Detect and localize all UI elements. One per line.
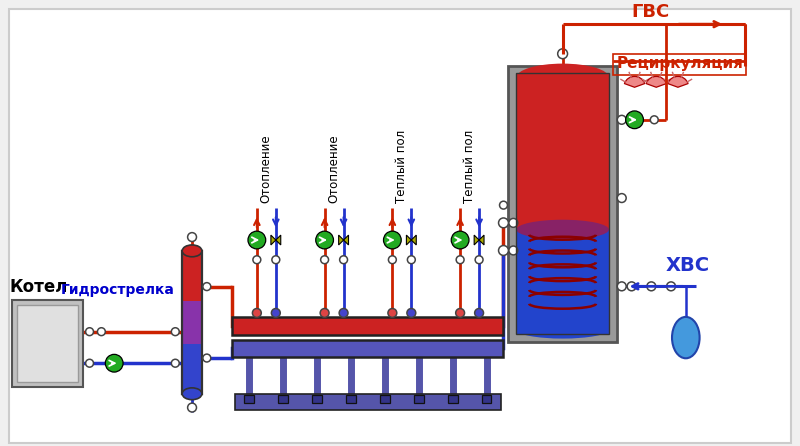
Ellipse shape bbox=[516, 321, 609, 339]
Circle shape bbox=[203, 283, 210, 290]
Text: ХВС: ХВС bbox=[666, 256, 710, 275]
Circle shape bbox=[666, 282, 675, 291]
Polygon shape bbox=[338, 235, 343, 245]
Bar bbox=[414, 395, 424, 403]
Bar bbox=[516, 230, 609, 334]
Polygon shape bbox=[411, 235, 416, 245]
Circle shape bbox=[389, 256, 396, 264]
Polygon shape bbox=[271, 235, 276, 245]
Wedge shape bbox=[646, 76, 666, 87]
Circle shape bbox=[316, 231, 334, 249]
Wedge shape bbox=[624, 76, 645, 87]
Text: Рециркуляция: Рециркуляция bbox=[617, 56, 744, 71]
Circle shape bbox=[475, 256, 483, 264]
Bar bbox=[380, 395, 390, 403]
Circle shape bbox=[188, 403, 197, 412]
Circle shape bbox=[106, 354, 123, 372]
Circle shape bbox=[340, 256, 347, 264]
Circle shape bbox=[272, 256, 280, 264]
Text: Отопление: Отопление bbox=[260, 134, 273, 202]
Bar bbox=[516, 74, 609, 334]
Circle shape bbox=[618, 194, 626, 202]
Bar bbox=[235, 394, 501, 409]
Circle shape bbox=[320, 309, 329, 318]
Text: Теплый пол: Теплый пол bbox=[395, 129, 408, 202]
Circle shape bbox=[171, 359, 179, 367]
Bar bbox=[182, 251, 202, 394]
Bar bbox=[182, 251, 202, 301]
Polygon shape bbox=[406, 235, 411, 245]
Circle shape bbox=[253, 309, 262, 318]
Bar bbox=[346, 395, 356, 403]
Circle shape bbox=[253, 256, 261, 264]
Circle shape bbox=[86, 359, 94, 367]
Circle shape bbox=[383, 231, 402, 249]
Circle shape bbox=[626, 111, 643, 128]
Bar bbox=[509, 66, 617, 342]
Bar bbox=[233, 339, 503, 357]
Circle shape bbox=[647, 282, 656, 291]
Circle shape bbox=[271, 309, 280, 318]
Circle shape bbox=[618, 282, 626, 291]
Circle shape bbox=[388, 309, 397, 318]
Bar bbox=[516, 74, 609, 230]
Circle shape bbox=[98, 328, 106, 336]
Bar bbox=[245, 395, 254, 403]
Bar bbox=[312, 395, 322, 403]
Polygon shape bbox=[479, 235, 484, 245]
Text: Котел: Котел bbox=[10, 278, 68, 296]
Circle shape bbox=[171, 328, 179, 336]
Bar bbox=[482, 395, 491, 403]
Circle shape bbox=[509, 219, 518, 227]
Circle shape bbox=[339, 309, 348, 318]
Text: Гидрострелка: Гидрострелка bbox=[61, 283, 174, 297]
Circle shape bbox=[618, 116, 626, 124]
Circle shape bbox=[188, 233, 197, 241]
Bar bbox=[182, 344, 202, 394]
Circle shape bbox=[498, 218, 509, 228]
Circle shape bbox=[474, 309, 483, 318]
Polygon shape bbox=[474, 235, 479, 245]
Bar bbox=[182, 301, 202, 344]
Text: Отопление: Отопление bbox=[327, 134, 341, 202]
Polygon shape bbox=[343, 235, 349, 245]
Bar bbox=[448, 395, 458, 403]
Circle shape bbox=[451, 231, 469, 249]
Circle shape bbox=[407, 256, 415, 264]
Polygon shape bbox=[276, 235, 281, 245]
Bar bbox=[613, 54, 746, 75]
Circle shape bbox=[456, 256, 464, 264]
Circle shape bbox=[321, 256, 329, 264]
Circle shape bbox=[498, 246, 509, 256]
Circle shape bbox=[650, 116, 658, 124]
Ellipse shape bbox=[516, 220, 609, 240]
Circle shape bbox=[407, 309, 416, 318]
Bar bbox=[17, 305, 78, 382]
Circle shape bbox=[203, 354, 210, 362]
Ellipse shape bbox=[672, 317, 700, 358]
Circle shape bbox=[456, 309, 465, 318]
Text: Теплый пол: Теплый пол bbox=[463, 129, 476, 202]
Ellipse shape bbox=[182, 388, 202, 400]
Circle shape bbox=[558, 49, 567, 59]
Bar bbox=[278, 395, 288, 403]
Ellipse shape bbox=[182, 245, 202, 257]
Circle shape bbox=[509, 246, 518, 255]
Circle shape bbox=[499, 201, 507, 209]
Bar bbox=[233, 317, 503, 334]
Circle shape bbox=[627, 282, 636, 291]
Ellipse shape bbox=[516, 64, 609, 91]
Circle shape bbox=[248, 231, 266, 249]
Text: ГВС: ГВС bbox=[632, 3, 670, 21]
Circle shape bbox=[86, 328, 94, 336]
Bar bbox=[12, 300, 82, 387]
Wedge shape bbox=[668, 76, 688, 87]
